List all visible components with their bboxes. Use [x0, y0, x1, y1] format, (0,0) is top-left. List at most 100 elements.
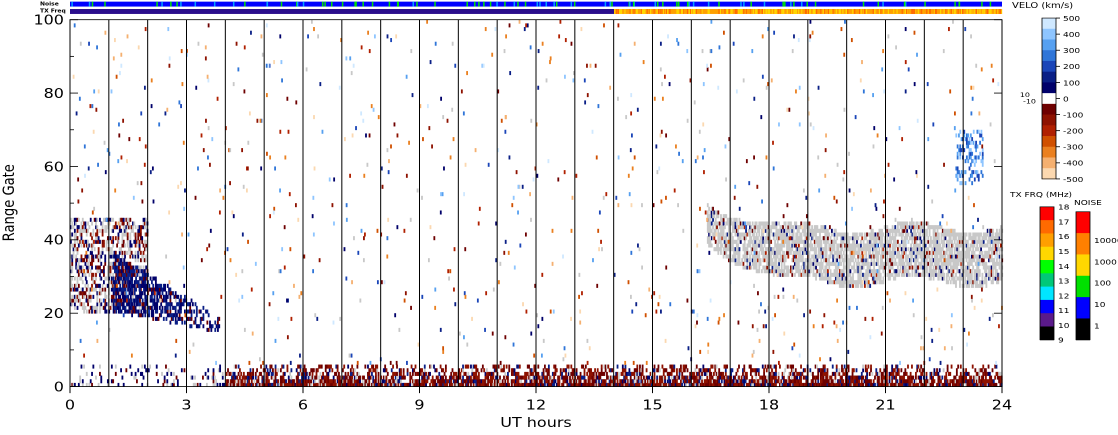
scatter-cell — [310, 368, 313, 373]
scatter-cell — [826, 375, 829, 380]
scatter-cell — [871, 228, 874, 233]
scatter-cell — [869, 283, 872, 288]
scatter-cell — [854, 243, 857, 248]
scatter-cell — [733, 247, 736, 252]
scatter-cell — [863, 232, 866, 237]
scatter-cell — [930, 379, 933, 384]
scatter-cell — [670, 375, 673, 380]
scatter-cell — [130, 243, 133, 248]
scatter-cell — [812, 269, 815, 274]
scatter-cell — [755, 250, 758, 255]
scatter-cell — [546, 379, 549, 384]
scatter-cell — [813, 228, 816, 233]
scatter-cell — [824, 232, 827, 237]
scatter-cell — [248, 379, 251, 384]
scatter-cell — [281, 379, 284, 384]
scatter-cell — [322, 382, 324, 387]
scatter-cell — [525, 371, 528, 376]
scatter-cell — [100, 375, 103, 380]
txfreq-bar-tick — [878, 9, 880, 14]
scatter-cell — [784, 265, 787, 270]
scatter-cell — [802, 382, 805, 387]
scatter-cell — [792, 265, 795, 270]
scatter-cell — [75, 236, 78, 241]
scatter-cell — [825, 239, 828, 244]
scatter-cell — [97, 247, 100, 252]
scatter-cell — [855, 379, 858, 384]
scatter-cell — [257, 382, 260, 387]
scatter-cell — [114, 287, 116, 292]
scatter-cell — [250, 371, 253, 376]
scatter-cell — [430, 364, 433, 369]
scatter-cell — [743, 254, 746, 259]
scatter-cell — [542, 379, 545, 384]
scatter-cell — [865, 250, 868, 255]
scatter-cell — [846, 236, 849, 241]
scatter-cell — [319, 379, 322, 384]
scatter-cell — [120, 276, 123, 281]
scatter-cell — [468, 375, 471, 380]
scatter-cell — [817, 243, 820, 248]
scatter-cell — [971, 364, 974, 369]
scatter-cell — [930, 382, 933, 387]
scatter-cell — [477, 382, 480, 387]
scatter-cell — [787, 225, 790, 230]
scatter-cell — [419, 382, 422, 387]
scatter-cell — [149, 287, 152, 292]
scatter-cell — [99, 254, 101, 259]
scatter-cell — [491, 375, 493, 380]
scatter-cell — [749, 232, 751, 237]
scatter-cell — [804, 228, 807, 233]
scatter-cell — [298, 371, 301, 376]
scatter-cell — [860, 379, 863, 384]
scatter-cell — [706, 203, 709, 208]
scatter-cell — [398, 375, 401, 380]
scatter-cell — [911, 364, 913, 369]
scatter-cell — [771, 375, 773, 380]
scatter-cell — [791, 225, 794, 230]
scatter-cell — [797, 247, 800, 252]
scatter-cell — [838, 261, 841, 266]
scatter-cell — [756, 382, 759, 387]
txfreq-bar-tick — [677, 9, 679, 14]
scatter-cell — [800, 375, 802, 380]
noise-bar-tick — [740, 1, 742, 7]
scatter-cell — [954, 379, 957, 384]
scatter-cell — [870, 239, 873, 244]
scatter-cell — [996, 371, 999, 376]
scatter-cell — [815, 272, 817, 277]
scatter-cell — [672, 364, 674, 369]
scatter-cell — [462, 368, 464, 373]
scatter-cell — [617, 382, 620, 387]
scatter-cell — [485, 371, 488, 376]
scatter-cell — [768, 254, 771, 259]
scatter-cell — [84, 305, 87, 310]
txfreq-bar-tick — [962, 9, 964, 14]
scatter-cell — [131, 272, 134, 277]
scatter-cell — [144, 309, 147, 314]
scatter-cell — [865, 261, 868, 266]
scatter-cell — [848, 247, 850, 252]
scatter-cell — [794, 221, 796, 226]
scatter-cell — [846, 371, 849, 376]
scatter-cell — [388, 379, 391, 384]
scatter-cell — [734, 217, 737, 222]
scatter-cell — [784, 254, 787, 259]
scatter-cell — [143, 272, 145, 277]
scatter-cell — [522, 375, 525, 380]
scatter-cell — [438, 382, 441, 387]
scatter-cell — [865, 276, 868, 281]
scatter-cell — [820, 261, 823, 266]
scatter-cell — [797, 243, 800, 248]
scatter-cell — [221, 371, 224, 376]
scatter-cell — [83, 302, 86, 307]
scatter-cell — [716, 210, 718, 215]
scatter-cell — [160, 309, 163, 314]
scatter-cell — [343, 364, 346, 369]
scatter-cell — [811, 225, 813, 230]
scatter-cell — [495, 375, 497, 380]
scatter-cell — [135, 280, 137, 285]
scatter-cell — [386, 382, 389, 387]
scatter-cell — [732, 382, 735, 387]
scatter-cell — [89, 232, 92, 237]
